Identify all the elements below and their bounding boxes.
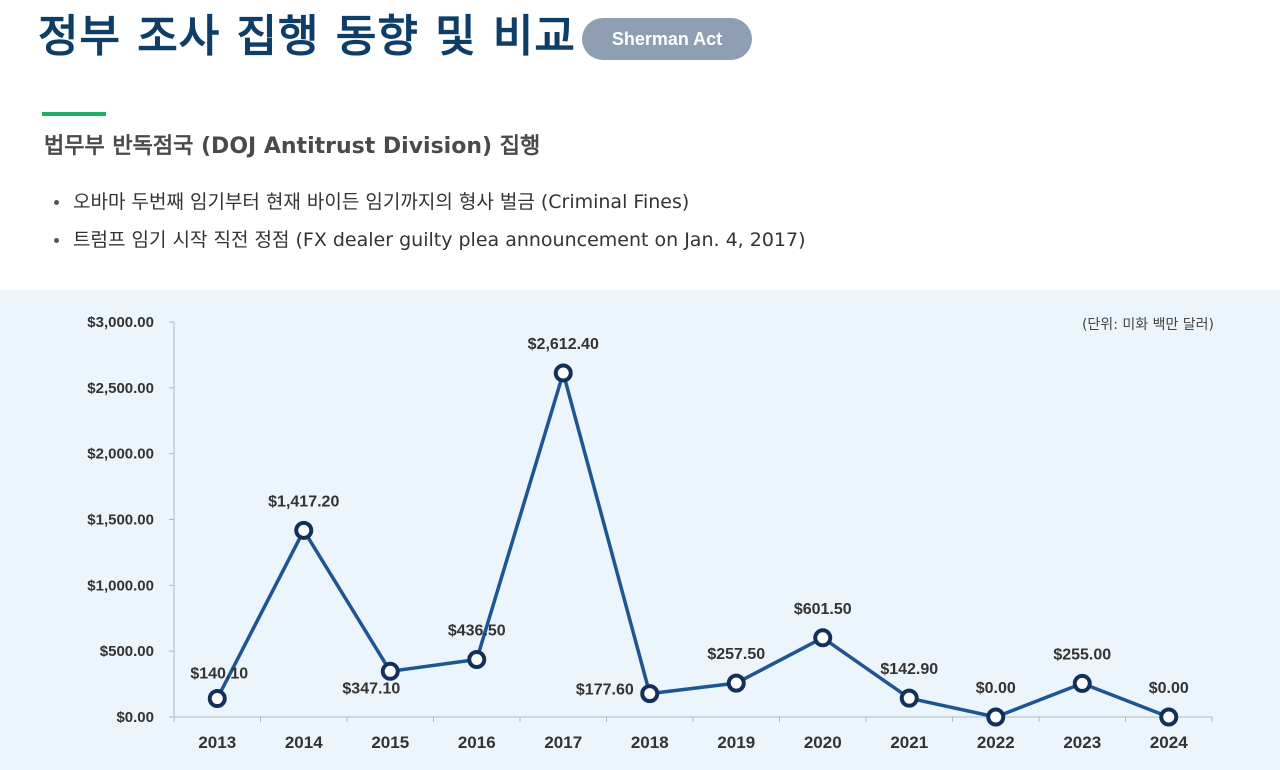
- bullet-dot-icon: [54, 199, 59, 205]
- bullet-dot-icon: [54, 237, 59, 243]
- data-point: [899, 688, 919, 708]
- data-label: $257.50: [707, 646, 765, 663]
- x-tick-label: 2016: [458, 733, 496, 752]
- y-tick-label: $1,000.00: [87, 577, 154, 594]
- data-label: $436.50: [448, 623, 506, 640]
- x-tick-label: 2022: [977, 733, 1015, 752]
- data-label: $2,612.40: [528, 336, 599, 353]
- x-tick-label: 2024: [1150, 733, 1188, 752]
- y-tick-label: $2,500.00: [87, 380, 154, 397]
- data-label: $177.60: [576, 682, 634, 699]
- data-label: $1,417.20: [268, 493, 339, 510]
- line-chart: $0.00 $500.00 $1,000.00 $1,500.00 $2,000.00 $…: [87, 314, 1213, 752]
- data-label: $142.90: [880, 661, 938, 678]
- data-point: [207, 689, 227, 709]
- data-label: $347.10: [342, 680, 400, 697]
- bullet-text: 오바마 두번째 임기부터 현재 바이든 임기까지의 형사 벌금 (Crimina…: [73, 191, 690, 213]
- x-tick-label: 2013: [198, 733, 236, 752]
- page-title: 정부 조사 집행 동향 및 비교: [38, 11, 576, 62]
- y-tick-label: $1,500.00: [87, 512, 154, 529]
- y-tick-label: $2,000.00: [87, 446, 154, 463]
- section-subtitle: 법무부 반독점국 (DOJ Antitrust Division) 집행: [44, 134, 541, 159]
- data-label: $0.00: [976, 680, 1016, 697]
- y-tick-label: $3,000.00: [87, 314, 154, 331]
- data-point: [467, 650, 487, 670]
- data-point: [726, 673, 746, 693]
- x-tick-label: 2020: [804, 733, 842, 752]
- x-tick-label: 2018: [631, 733, 669, 752]
- data-label: $255.00: [1053, 646, 1111, 663]
- data-point: [380, 661, 400, 681]
- data-point: [640, 684, 660, 704]
- bullet-item: 트럼프 임기 시작 직전 정점 (FX dealer guilty plea a…: [50, 221, 806, 259]
- data-point: [294, 520, 314, 540]
- x-tick-label: 2021: [890, 733, 928, 752]
- bullet-list: 오바마 두번째 임기부터 현재 바이든 임기까지의 형사 벌금 (Crimina…: [50, 183, 806, 259]
- x-tick-label: 2014: [285, 733, 323, 752]
- data-point: [1072, 673, 1092, 693]
- y-tick-label: $500.00: [100, 643, 154, 660]
- bullet-item: 오바마 두번째 임기부터 현재 바이든 임기까지의 형사 벌금 (Crimina…: [50, 183, 806, 221]
- chart-panel: (단위: 미화 백만 달러) $0.00 $500.00 $1,000.00 $1,5…: [0, 290, 1280, 770]
- x-tick-label: 2023: [1063, 733, 1101, 752]
- data-point: [986, 707, 1006, 727]
- data-label: $0.00: [1149, 680, 1189, 697]
- x-tick-label: 2019: [717, 733, 755, 752]
- y-tick-label: $0.00: [116, 709, 154, 726]
- data-point: [813, 628, 833, 648]
- data-point: [1159, 707, 1179, 727]
- series-line: [215, 371, 1170, 719]
- accent-divider: [42, 112, 106, 116]
- sherman-act-badge: Sherman Act: [582, 18, 752, 60]
- data-point: [553, 363, 573, 383]
- x-tick-label: 2015: [371, 733, 409, 752]
- unit-note: (단위: 미화 백만 달러): [1081, 317, 1214, 333]
- data-label: $140.10: [190, 666, 248, 683]
- bullet-text: 트럼프 임기 시작 직전 정점 (FX dealer guilty plea a…: [73, 229, 806, 251]
- x-tick-label: 2017: [544, 733, 582, 752]
- data-label: $601.50: [794, 601, 852, 618]
